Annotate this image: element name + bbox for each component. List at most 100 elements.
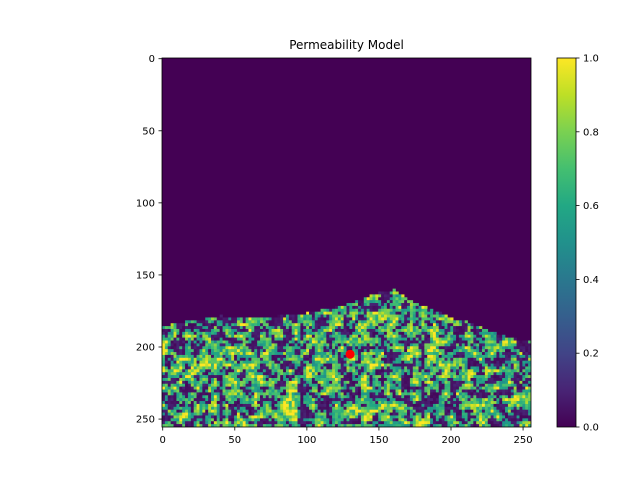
- heatmap-cell: [167, 377, 171, 382]
- heatmap-cell: [458, 357, 463, 361]
- heatmap-cell: [257, 395, 261, 399]
- heatmap-cell: [285, 334, 290, 338]
- heatmap-cell: [179, 409, 183, 413]
- heatmap-cell: [352, 398, 356, 402]
- heatmap-cell: [202, 328, 206, 333]
- heatmap-cell: [479, 363, 483, 367]
- heatmap-cell: [381, 323, 385, 327]
- heatmap-cell: [265, 352, 269, 356]
- heatmap-cell: [271, 334, 275, 338]
- heatmap-cell: [271, 363, 275, 367]
- heatmap-cell: [444, 418, 448, 422]
- heatmap-cell: [193, 395, 197, 399]
- heatmap-cell: [182, 372, 186, 376]
- heatmap-cell: [320, 323, 324, 327]
- heatmap-cell: [326, 412, 330, 416]
- heatmap-cell: [467, 421, 471, 425]
- heatmap-cell: [185, 380, 189, 385]
- heatmap-cell: [358, 406, 362, 410]
- heatmap-cell: [404, 303, 408, 307]
- heatmap-cell: [176, 372, 180, 376]
- heatmap-cell: [228, 375, 232, 379]
- heatmap-cell: [179, 360, 183, 364]
- heatmap-cell: [358, 320, 362, 324]
- heatmap-cell: [473, 352, 477, 356]
- heatmap-cell: [438, 328, 442, 333]
- heatmap-cell: [467, 372, 471, 376]
- heatmap-cell: [236, 377, 241, 382]
- heatmap-cell: [202, 421, 206, 425]
- heatmap-cell: [294, 328, 298, 333]
- heatmap-cell: [386, 409, 391, 413]
- heatmap-cell: [435, 409, 440, 413]
- heatmap-cell: [401, 346, 405, 350]
- heatmap-cell: [355, 343, 359, 347]
- heatmap-cell: [291, 398, 295, 402]
- heatmap-cell: [525, 372, 529, 376]
- heatmap-cell: [358, 346, 362, 350]
- heatmap-cell: [291, 314, 295, 318]
- heatmap-cell: [231, 415, 235, 419]
- heatmap-cell: [372, 349, 376, 353]
- heatmap-cell: [464, 409, 468, 413]
- heatmap-cell: [274, 403, 278, 408]
- heatmap-cell: [418, 421, 422, 425]
- heatmap-cell: [231, 352, 235, 356]
- heatmap-cell: [372, 343, 376, 347]
- heatmap-cell: [317, 369, 321, 373]
- heatmap-cell: [355, 320, 359, 324]
- heatmap-cell: [343, 386, 347, 390]
- heatmap-cell: [294, 392, 298, 396]
- heatmap-cell: [300, 346, 304, 350]
- heatmap-cell: [340, 317, 344, 321]
- heatmap-cell: [421, 340, 425, 344]
- heatmap-cell: [242, 395, 246, 399]
- heatmap-cell: [395, 337, 399, 341]
- heatmap-cell: [317, 343, 321, 347]
- heatmap-cell: [314, 415, 318, 419]
- heatmap-cell: [369, 317, 373, 321]
- heatmap-cell: [294, 372, 298, 376]
- heatmap-cell: [326, 380, 330, 385]
- heatmap-cell: [190, 401, 195, 405]
- heatmap-cell: [505, 392, 509, 396]
- heatmap-cell: [208, 320, 212, 324]
- heatmap-cell: [461, 328, 465, 333]
- heatmap-cell: [355, 340, 359, 344]
- heatmap-cell: [507, 392, 512, 396]
- heatmap-cell: [479, 395, 483, 399]
- heatmap-cell: [401, 415, 405, 419]
- heatmap-cell: [219, 424, 223, 427]
- heatmap-cell: [432, 363, 437, 367]
- heatmap-cell: [280, 352, 284, 356]
- heatmap-cell: [363, 369, 367, 373]
- heatmap-cell: [176, 409, 180, 413]
- heatmap-cell: [476, 340, 480, 344]
- heatmap-cell: [430, 352, 434, 356]
- heatmap-cell: [435, 415, 440, 419]
- heatmap-cell: [202, 424, 206, 427]
- heatmap-cell: [505, 377, 509, 382]
- heatmap-cell: [343, 415, 347, 419]
- heatmap-cell: [392, 300, 396, 304]
- heatmap-cell: [213, 389, 218, 393]
- heatmap-cell: [456, 401, 460, 405]
- heatmap-cell: [300, 424, 304, 427]
- heatmap-cell: [340, 395, 344, 399]
- heatmap-cell: [239, 401, 244, 405]
- heatmap-cell: [222, 357, 226, 361]
- heatmap-cell: [363, 320, 367, 324]
- heatmap-cell: [334, 354, 339, 359]
- heatmap-cell: [389, 291, 393, 295]
- heatmap-cell: [285, 412, 290, 416]
- heatmap-cell: [162, 409, 166, 413]
- heatmap-cell: [236, 372, 241, 376]
- heatmap-cell: [205, 383, 209, 387]
- heatmap-cell: [415, 317, 419, 321]
- heatmap-cell: [407, 314, 411, 318]
- heatmap-cell: [519, 421, 523, 425]
- heatmap-cell: [228, 412, 232, 416]
- heatmap-cell: [418, 375, 422, 379]
- heatmap-cell: [187, 421, 192, 425]
- heatmap-cell: [404, 334, 408, 338]
